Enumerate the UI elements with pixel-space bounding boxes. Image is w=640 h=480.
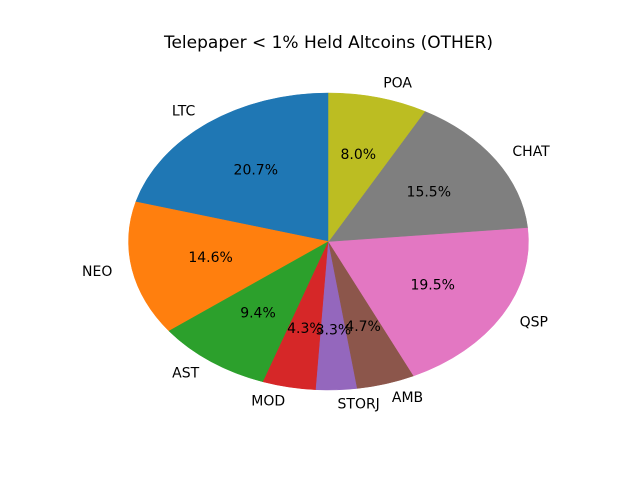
slice-label-mod: MOD	[251, 394, 285, 410]
slice-label-ast: AST	[172, 366, 199, 382]
slice-label-ltc: LTC	[172, 104, 196, 120]
slice-pct-storj: 3.3%	[316, 323, 352, 339]
slice-pct-amb: 4.7%	[345, 319, 381, 335]
slice-pct-ltc: 20.7%	[234, 163, 278, 179]
slice-pct-ast: 9.4%	[240, 306, 276, 322]
pie-slice-ast	[168, 240, 330, 383]
pie-slice-chat	[327, 111, 528, 242]
pie-labels: LTC 20.7% NEO 14.6% AST 9.4% MOD 4.3% STORJ 3.3% A…	[82, 75, 550, 412]
pie-wedges	[128, 92, 529, 391]
chart-title: Telepaper < 1% Held Altcoins (OTHER)	[163, 33, 493, 53]
slice-pct-neo: 14.6%	[188, 250, 232, 266]
slice-label-neo: NEO	[82, 264, 112, 280]
slice-label-amb: AMB	[392, 390, 423, 406]
slice-label-chat: CHAT	[512, 144, 550, 160]
pie-slice-ltc	[135, 92, 329, 242]
pie-slice-qsp	[328, 227, 529, 377]
slice-label-poa: POA	[383, 75, 412, 91]
pie-slice-poa	[328, 92, 426, 243]
slice-label-qsp: QSP	[520, 314, 548, 330]
slice-pct-chat: 15.5%	[407, 185, 451, 201]
slice-pct-poa: 8.0%	[341, 147, 377, 163]
pie-slice-neo	[128, 201, 330, 332]
slice-label-storj: STORJ	[338, 397, 380, 413]
slice-pct-qsp: 19.5%	[410, 278, 454, 294]
slice-pct-mod: 4.3%	[287, 321, 323, 337]
